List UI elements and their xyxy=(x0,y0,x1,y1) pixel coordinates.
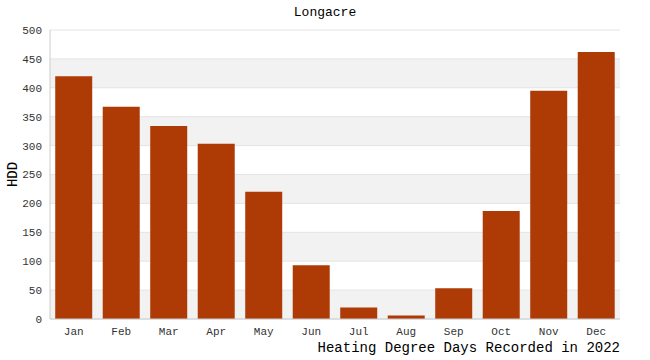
svg-text:350: 350 xyxy=(22,112,42,124)
svg-text:Feb: Feb xyxy=(111,326,131,338)
svg-text:300: 300 xyxy=(22,141,42,153)
svg-text:0: 0 xyxy=(35,314,42,326)
svg-text:Oct: Oct xyxy=(491,326,511,338)
svg-text:Nov: Nov xyxy=(539,326,559,338)
svg-text:HDD: HDD xyxy=(8,162,21,187)
svg-text:Apr: Apr xyxy=(206,326,226,338)
svg-text:50: 50 xyxy=(29,285,42,297)
svg-text:450: 450 xyxy=(22,54,42,66)
svg-text:200: 200 xyxy=(22,198,42,210)
svg-text:150: 150 xyxy=(22,227,42,239)
svg-text:Mar: Mar xyxy=(159,326,179,338)
html-text:Heating Degree Days Recorded i: Heating Degree Days Recorded in 2022 xyxy=(317,340,620,356)
svg-text:Jul: Jul xyxy=(349,326,369,338)
svg-text:Sep: Sep xyxy=(444,326,464,338)
svg-text:Dec: Dec xyxy=(586,326,606,338)
svg-text:May: May xyxy=(254,326,274,338)
svg-text:250: 250 xyxy=(22,169,42,181)
svg-text:Jun: Jun xyxy=(301,326,321,338)
html-text:Longacre: Longacre xyxy=(293,5,357,20)
svg-text:400: 400 xyxy=(22,83,42,95)
svg-text:Aug: Aug xyxy=(396,326,416,338)
svg-text:500: 500 xyxy=(22,25,42,37)
svg-text:Jan: Jan xyxy=(64,326,84,338)
svg-text:100: 100 xyxy=(22,256,42,268)
